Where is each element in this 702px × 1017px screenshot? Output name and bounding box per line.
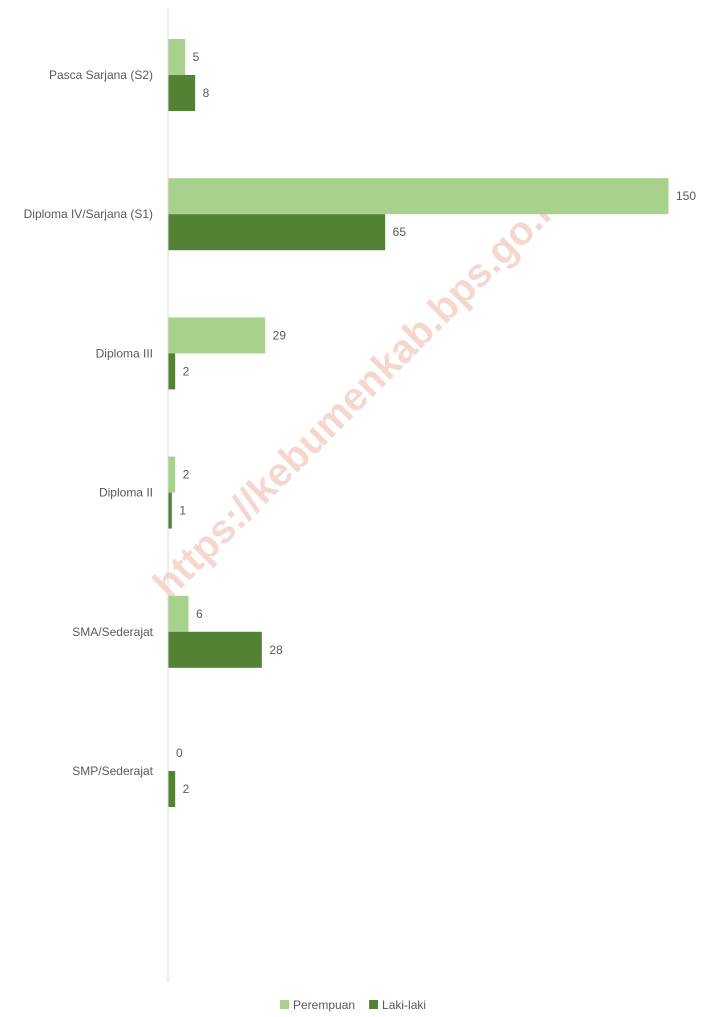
bars (168, 39, 669, 807)
bar-perempuan (168, 456, 176, 493)
category-label: Diploma II (99, 486, 153, 500)
legend: Perempuan Laki-laki (280, 998, 426, 1012)
data-label: 0 (176, 746, 183, 760)
bar-perempuan (168, 39, 186, 75)
data-label: 2 (183, 782, 190, 796)
bar-perempuan (168, 595, 189, 632)
category-label: Diploma IV/Sarjana (S1) (24, 207, 153, 221)
bar-laki-laki (168, 631, 262, 668)
bar-perempuan (168, 178, 669, 215)
legend-label: Perempuan (293, 998, 355, 1012)
category-labels: Pasca Sarjana (S2) Diploma IV/Sarjana (S1… (24, 68, 154, 778)
legend-swatch-perempuan (280, 1000, 289, 1009)
bar-laki-laki (168, 492, 172, 529)
legend-swatch-laki-laki (369, 1000, 379, 1009)
data-label: 1 (179, 504, 186, 518)
data-label: 28 (269, 643, 283, 657)
data-label: 2 (183, 468, 190, 482)
bar-laki-laki (168, 75, 196, 111)
category-label: SMA/Sederajat (72, 625, 153, 639)
data-label: 150 (676, 189, 696, 203)
bar-perempuan (168, 317, 266, 354)
data-label: 2 (183, 364, 190, 378)
data-label: 5 (193, 50, 200, 64)
bar-laki-laki (168, 353, 176, 390)
category-label: SMP/Sederajat (72, 764, 153, 778)
data-label: 8 (203, 86, 210, 100)
data-label: 6 (196, 607, 203, 621)
category-label: Diploma III (96, 346, 153, 360)
category-label: Pasca Sarjana (S2) (49, 68, 153, 82)
data-label: 65 (393, 225, 407, 239)
bar-laki-laki (168, 214, 386, 251)
bar-laki-laki (168, 771, 176, 807)
legend-label: Laki-laki (382, 998, 426, 1012)
data-label: 29 (273, 328, 287, 342)
data-labels: 5 8 150 65 29 2 2 1 6 28 0 2 (176, 50, 696, 796)
